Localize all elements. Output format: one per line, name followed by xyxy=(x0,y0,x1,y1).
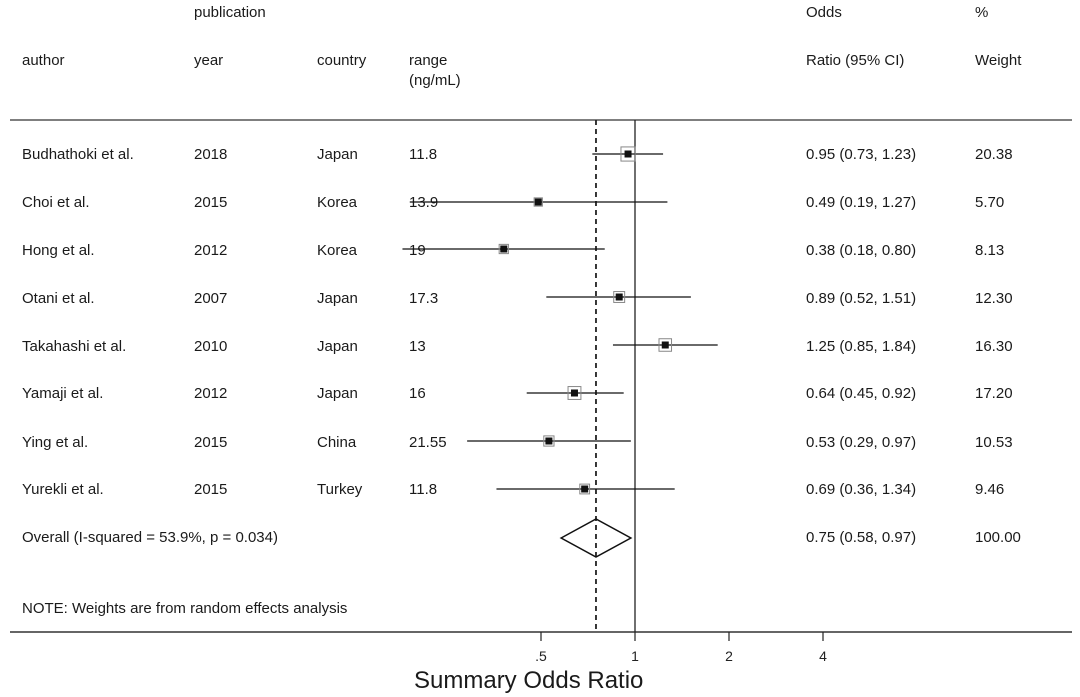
point-estimate xyxy=(615,293,623,301)
x-tick-label: 2 xyxy=(725,648,733,664)
study-weight: 9.46 xyxy=(975,481,1005,498)
study-author: Hong et al. xyxy=(22,242,95,259)
weight-box xyxy=(620,146,636,162)
study-year: 2018 xyxy=(194,146,228,163)
study-ci: 0.95 (0.73, 1.23) xyxy=(806,146,917,163)
overall-weight: 100.00 xyxy=(975,529,1021,546)
study-ci: 0.38 (0.18, 0.80) xyxy=(806,242,917,259)
study-weight: 12.30 xyxy=(975,290,1013,307)
point-estimate xyxy=(624,150,632,158)
point-estimate xyxy=(545,437,553,445)
study-weight: 20.38 xyxy=(975,146,1013,163)
study-range: 21.55 xyxy=(409,434,447,451)
study-year: 2012 xyxy=(194,242,228,259)
header-author: author xyxy=(22,52,65,69)
point-estimate xyxy=(570,389,578,397)
weight-box xyxy=(533,197,543,207)
weight-box xyxy=(579,483,591,495)
study-weight: 17.20 xyxy=(975,385,1013,402)
study-ci: 0.53 (0.29, 0.97) xyxy=(806,434,917,451)
point-estimate xyxy=(581,485,589,493)
study-weight: 10.53 xyxy=(975,434,1013,451)
overall-diamond xyxy=(559,518,633,558)
study-country: China xyxy=(317,434,357,451)
header-weight: Weight xyxy=(975,52,1022,69)
study-author: Ying et al. xyxy=(22,434,89,451)
point-estimate xyxy=(534,198,542,206)
weight-box xyxy=(543,435,555,447)
header-odds: Odds xyxy=(806,4,842,21)
study-weight: 5.70 xyxy=(975,194,1005,211)
study-country: Japan xyxy=(317,385,358,402)
point-estimate xyxy=(500,245,508,253)
study-range: 13 xyxy=(409,338,426,355)
study-ci: 0.69 (0.36, 1.34) xyxy=(806,481,917,498)
weight-box xyxy=(613,291,626,303)
study-year: 2015 xyxy=(194,434,228,451)
x-tick-label: 1 xyxy=(631,648,639,664)
overall-label: Overall (I-squared = 53.9%, p = 0.034) xyxy=(22,529,278,546)
study-ci: 0.49 (0.19, 1.27) xyxy=(806,194,917,211)
study-author: Takahashi et al. xyxy=(22,338,127,355)
study-country: Japan xyxy=(317,338,358,355)
study-country: Korea xyxy=(317,242,358,259)
study-weight: 16.30 xyxy=(975,338,1013,355)
study-ci: 0.64 (0.45, 0.92) xyxy=(806,385,917,402)
study-range: 19 xyxy=(409,242,426,259)
study-ci: 1.25 (0.85, 1.84) xyxy=(806,338,917,355)
study-author: Yamaji et al. xyxy=(22,385,104,402)
header-publication: publication xyxy=(194,4,266,21)
study-author: Yurekli et al. xyxy=(22,481,104,498)
header-country: country xyxy=(317,52,367,69)
study-country: Turkey xyxy=(317,481,363,498)
footnote: NOTE: Weights are from random effects an… xyxy=(22,600,348,617)
header-odds-ratio-ci: Ratio (95% CI) xyxy=(806,52,905,69)
weight-box xyxy=(658,338,673,352)
study-author: Choi et al. xyxy=(22,194,90,211)
header-percent: % xyxy=(975,4,989,21)
x-tick-label: 4 xyxy=(819,648,827,664)
point-estimate xyxy=(661,341,669,349)
header-year: year xyxy=(194,52,224,69)
overall-ci: 0.75 (0.58, 0.97) xyxy=(806,529,917,546)
study-weight: 8.13 xyxy=(975,242,1005,259)
study-range: 11.8 xyxy=(409,481,438,498)
study-range: 11.8 xyxy=(409,146,438,163)
study-year: 2010 xyxy=(194,338,228,355)
study-year: 2007 xyxy=(194,290,228,307)
weight-box xyxy=(567,386,582,400)
study-author: Budhathoki et al. xyxy=(22,146,134,163)
study-ci: 0.89 (0.52, 1.51) xyxy=(806,290,917,307)
plot-layer: .5 1 2 4 xyxy=(402,120,827,664)
study-country: Korea xyxy=(317,194,358,211)
study-year: 2015 xyxy=(194,481,228,498)
study-author: Otani et al. xyxy=(22,290,95,307)
study-year: 2015 xyxy=(194,194,228,211)
study-range: 17.3 xyxy=(409,290,439,307)
study-year: 2012 xyxy=(194,385,228,402)
header-range-unit: (ng/mL) xyxy=(409,72,461,89)
study-country: Japan xyxy=(317,146,358,163)
x-axis-title: Summary Odds Ratio xyxy=(414,667,644,694)
study-range: 16 xyxy=(409,385,426,402)
study-country: Japan xyxy=(317,290,358,307)
x-tick-label: .5 xyxy=(535,648,547,664)
weight-box xyxy=(498,243,509,255)
header-range: range xyxy=(409,52,448,69)
